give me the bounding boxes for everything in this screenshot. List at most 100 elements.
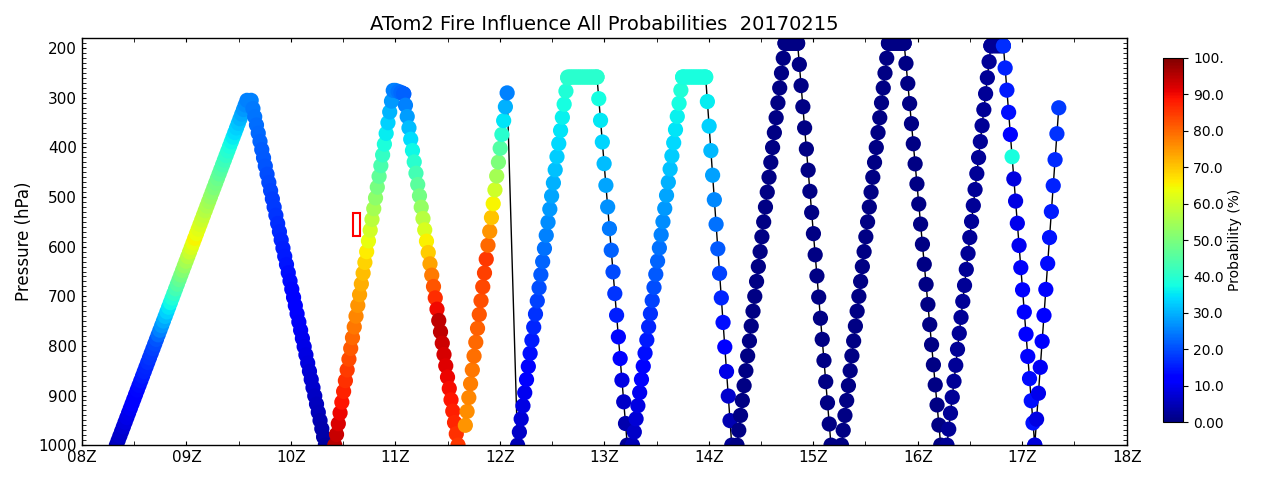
Point bbox=[374, 140, 394, 148]
Point bbox=[831, 441, 852, 449]
Point bbox=[567, 73, 587, 81]
Point bbox=[770, 84, 790, 92]
Point bbox=[294, 343, 315, 350]
Point bbox=[644, 284, 664, 291]
Point bbox=[162, 294, 182, 302]
Point bbox=[941, 409, 961, 417]
Point bbox=[195, 207, 216, 215]
Point bbox=[993, 42, 1014, 49]
Point bbox=[131, 377, 152, 384]
Point bbox=[817, 399, 838, 407]
Point bbox=[1027, 415, 1047, 423]
Point bbox=[544, 179, 564, 187]
Point bbox=[310, 417, 330, 424]
Point bbox=[359, 237, 379, 245]
Point bbox=[493, 117, 514, 124]
Point bbox=[341, 345, 361, 352]
Point bbox=[713, 319, 734, 326]
Point bbox=[891, 39, 911, 47]
Point bbox=[694, 73, 714, 81]
Point bbox=[508, 441, 528, 449]
Point bbox=[141, 349, 162, 357]
Point bbox=[875, 69, 896, 77]
Point bbox=[152, 322, 172, 329]
Point bbox=[412, 215, 433, 222]
Point bbox=[790, 82, 811, 89]
Point bbox=[197, 202, 217, 210]
Point bbox=[705, 220, 726, 228]
Point bbox=[971, 122, 992, 130]
Point bbox=[378, 119, 398, 127]
Point bbox=[148, 331, 168, 339]
Point bbox=[1024, 441, 1045, 449]
Point bbox=[598, 203, 618, 211]
Point bbox=[901, 120, 921, 128]
Point bbox=[1040, 234, 1060, 241]
Point bbox=[946, 361, 966, 369]
Point bbox=[914, 261, 934, 268]
Point bbox=[758, 173, 779, 181]
Point bbox=[459, 394, 479, 401]
Point bbox=[415, 226, 436, 234]
Point bbox=[177, 253, 198, 261]
Point bbox=[616, 420, 636, 427]
Point bbox=[257, 170, 278, 178]
Point bbox=[905, 160, 925, 168]
Point bbox=[718, 392, 739, 400]
Point bbox=[475, 255, 496, 263]
Point bbox=[721, 441, 741, 449]
Point bbox=[514, 389, 535, 396]
Point bbox=[509, 428, 529, 436]
Point bbox=[636, 336, 657, 344]
Point bbox=[651, 231, 672, 239]
Point bbox=[226, 124, 247, 132]
Point bbox=[416, 237, 437, 245]
Point bbox=[649, 244, 669, 252]
Point bbox=[962, 202, 983, 209]
Point bbox=[878, 39, 898, 47]
Point bbox=[672, 73, 693, 81]
Point bbox=[488, 158, 509, 166]
Point bbox=[599, 225, 619, 232]
Point bbox=[432, 339, 452, 347]
Point bbox=[520, 349, 541, 357]
Point bbox=[266, 211, 287, 219]
Point bbox=[173, 262, 194, 270]
Point bbox=[526, 310, 546, 318]
Point bbox=[235, 101, 256, 109]
Point bbox=[892, 39, 912, 47]
Point bbox=[222, 133, 243, 141]
Point bbox=[269, 228, 289, 236]
Point bbox=[774, 54, 794, 62]
Point bbox=[989, 42, 1010, 49]
Point bbox=[179, 248, 199, 256]
Point bbox=[248, 129, 269, 137]
Point bbox=[613, 398, 634, 406]
Point bbox=[926, 401, 947, 409]
Point bbox=[837, 396, 857, 404]
Point bbox=[956, 265, 977, 273]
Point bbox=[691, 73, 712, 81]
Point bbox=[518, 362, 538, 370]
Point bbox=[234, 106, 254, 113]
Point bbox=[738, 352, 758, 360]
Point bbox=[951, 313, 971, 321]
Point bbox=[704, 196, 725, 204]
Point bbox=[810, 314, 830, 322]
Point bbox=[423, 283, 443, 290]
Point bbox=[421, 271, 442, 279]
Point bbox=[585, 73, 605, 81]
Point bbox=[227, 120, 248, 127]
Point bbox=[657, 192, 677, 199]
Point bbox=[383, 86, 403, 94]
Point bbox=[663, 139, 684, 146]
Point bbox=[397, 113, 418, 120]
Point bbox=[645, 270, 666, 278]
Point bbox=[283, 294, 303, 301]
Point bbox=[797, 145, 817, 153]
Point bbox=[671, 86, 691, 94]
Point bbox=[577, 73, 598, 81]
Bar bbox=[353, 213, 360, 236]
Point bbox=[281, 285, 302, 293]
Point bbox=[406, 169, 427, 177]
